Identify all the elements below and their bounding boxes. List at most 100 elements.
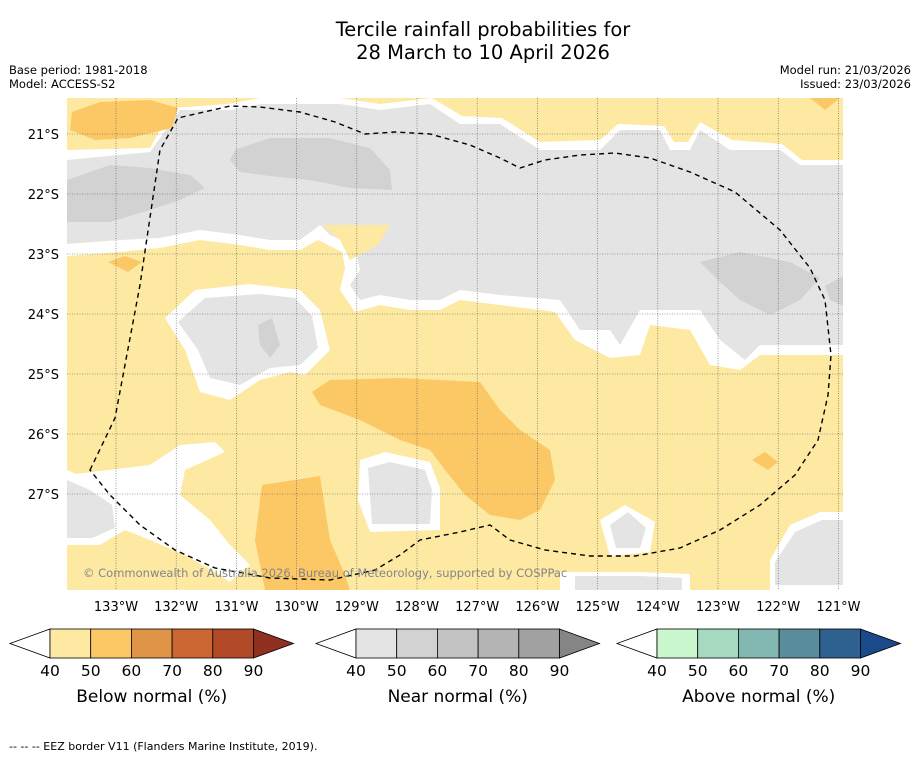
colorbar-tick: 40 bbox=[346, 662, 366, 680]
colorbar-tick: 80 bbox=[509, 662, 529, 680]
longitude-label: 131°W bbox=[214, 600, 258, 615]
colorbar-segment bbox=[738, 628, 780, 659]
eez-legend-note: -- -- -- EEZ border V11 (Flanders Marine… bbox=[9, 740, 318, 753]
colorbar-tick: 80 bbox=[810, 662, 830, 680]
above-normal-colorbar: 40 50 60 70 80 90 Above normal (%) bbox=[615, 628, 902, 707]
colorbar-tick: 60 bbox=[428, 662, 448, 680]
colorbar-tick: 70 bbox=[769, 662, 789, 680]
latitude-label: 21°S bbox=[28, 128, 59, 143]
colorbar-tick: 70 bbox=[162, 662, 182, 680]
near-normal-darker bbox=[230, 138, 392, 190]
colorbar-segment bbox=[778, 628, 821, 659]
colorbar-extend-low bbox=[615, 628, 658, 659]
colorbar-tick: 60 bbox=[729, 662, 749, 680]
map-title: Tercile rainfall probabilities for 28 Ma… bbox=[0, 18, 919, 64]
longitude-label: 127°W bbox=[455, 600, 499, 615]
latitude-label: 25°S bbox=[28, 368, 59, 383]
latitude-label: 24°S bbox=[28, 308, 59, 323]
model-run: Model run: 21/03/2026 bbox=[779, 63, 911, 77]
below-normal-50-60 bbox=[108, 256, 142, 272]
longitude-label: 123°W bbox=[696, 600, 740, 615]
longitude-label: 126°W bbox=[515, 600, 559, 615]
colorbar-tick: 50 bbox=[387, 662, 407, 680]
longitude-label: 130°W bbox=[275, 600, 319, 615]
latitude-label: 26°S bbox=[28, 428, 59, 443]
colorbar-tick: 40 bbox=[647, 662, 667, 680]
latitude-label: 22°S bbox=[28, 188, 59, 203]
issued-date: Issued: 23/03/2026 bbox=[800, 77, 911, 91]
near-normal-island bbox=[610, 512, 646, 548]
longitude-label: 124°W bbox=[636, 600, 680, 615]
meta-right: Model run: 21/03/2026 Issued: 23/03/2026 bbox=[780, 63, 911, 91]
near-normal-darker bbox=[258, 318, 280, 358]
longitude-label: 128°W bbox=[395, 600, 439, 615]
longitude-label: 125°W bbox=[576, 600, 620, 615]
latitude-label: 23°S bbox=[28, 248, 59, 263]
below-normal-inlet bbox=[322, 225, 390, 260]
colorbar-tick: 70 bbox=[468, 662, 488, 680]
colorbar-tick: 40 bbox=[40, 662, 60, 680]
longitude-label: 133°W bbox=[94, 600, 138, 615]
colorbar-title: Near normal (%) bbox=[388, 687, 528, 707]
colorbar-title: Above normal (%) bbox=[682, 687, 835, 707]
longitude-label: 121°W bbox=[816, 600, 860, 615]
longitude-label: 129°W bbox=[335, 600, 379, 615]
colorbar-title: Below normal (%) bbox=[76, 687, 227, 707]
longitude-labels: 133°W 132°W 131°W 130°W 129°W 128°W 127°W 126°W… bbox=[94, 600, 861, 615]
below-normal-50-60 bbox=[255, 476, 350, 590]
near-normal-colorbar: 40 50 60 70 80 90 Near normal (%) bbox=[314, 628, 601, 707]
copyright-text: © Commonwealth of Australia 2026, Bureau… bbox=[83, 566, 567, 580]
longitude-label: 132°W bbox=[154, 600, 198, 615]
colorbars: 40 50 60 70 80 90 Below normal (%) 40 50 60 70 80 90… bbox=[8, 628, 902, 707]
white-margin-band-south bbox=[67, 225, 843, 370]
colorbar-tick: 50 bbox=[81, 662, 101, 680]
below-normal-50-60 bbox=[70, 100, 178, 140]
colorbar-tick: 80 bbox=[203, 662, 223, 680]
meta-left: Base period: 1981-2018 Model: ACCESS-S2 bbox=[9, 63, 148, 91]
near-normal-darker bbox=[67, 165, 205, 222]
colorbar-segment bbox=[49, 628, 92, 659]
below-normal-50-60 bbox=[810, 98, 840, 110]
colorbar-extend-high bbox=[860, 628, 902, 659]
colorbar-segment bbox=[656, 628, 699, 659]
colorbar-extend-low bbox=[8, 628, 51, 659]
colorbar-segment bbox=[171, 628, 214, 659]
near-normal-island bbox=[775, 520, 843, 585]
latitude-labels: 21°S 22°S 23°S 24°S 25°S 26°S 27°S bbox=[28, 128, 59, 503]
colorbar-tick: 90 bbox=[244, 662, 264, 680]
latitude-label: 27°S bbox=[28, 488, 59, 503]
colorbar-segment bbox=[477, 628, 520, 659]
colorbar-extend-high bbox=[253, 628, 295, 659]
near-normal-darker bbox=[700, 252, 820, 315]
eez-border bbox=[89, 105, 832, 581]
colorbar-extend-low bbox=[314, 628, 357, 659]
colorbar-tick: 90 bbox=[851, 662, 871, 680]
colorbar-segment bbox=[355, 628, 398, 659]
colorbar-tick: 50 bbox=[688, 662, 708, 680]
near-normal-island bbox=[178, 294, 318, 385]
base-period: Base period: 1981-2018 bbox=[9, 63, 148, 77]
title-line-1: Tercile rainfall probabilities for bbox=[335, 18, 631, 41]
colorbar-tick: 60 bbox=[122, 662, 142, 680]
title-line-2: 28 March to 10 April 2026 bbox=[356, 41, 610, 64]
below-normal-50-60 bbox=[312, 378, 555, 520]
map-gridlines bbox=[67, 98, 843, 590]
near-normal-island bbox=[67, 480, 115, 538]
below-normal-colorbar: 40 50 60 70 80 90 Below normal (%) bbox=[8, 628, 295, 707]
colorbar-segment bbox=[130, 628, 173, 659]
below-normal-region-sw bbox=[67, 530, 240, 590]
model-name: Model: ACCESS-S2 bbox=[9, 77, 116, 91]
colorbar-segment bbox=[90, 628, 132, 659]
map-plot-area bbox=[67, 98, 843, 590]
colorbar-segment bbox=[697, 628, 739, 659]
near-normal-island bbox=[575, 576, 682, 590]
near-normal-island bbox=[368, 462, 432, 524]
colorbar-segment bbox=[518, 628, 560, 659]
colorbar-segment bbox=[819, 628, 861, 659]
colorbar-segment bbox=[396, 628, 438, 659]
colorbar-segment bbox=[436, 628, 479, 659]
colorbar-segment bbox=[212, 628, 254, 659]
colorbar-tick: 90 bbox=[550, 662, 570, 680]
colorbar-extend-high bbox=[559, 628, 601, 659]
